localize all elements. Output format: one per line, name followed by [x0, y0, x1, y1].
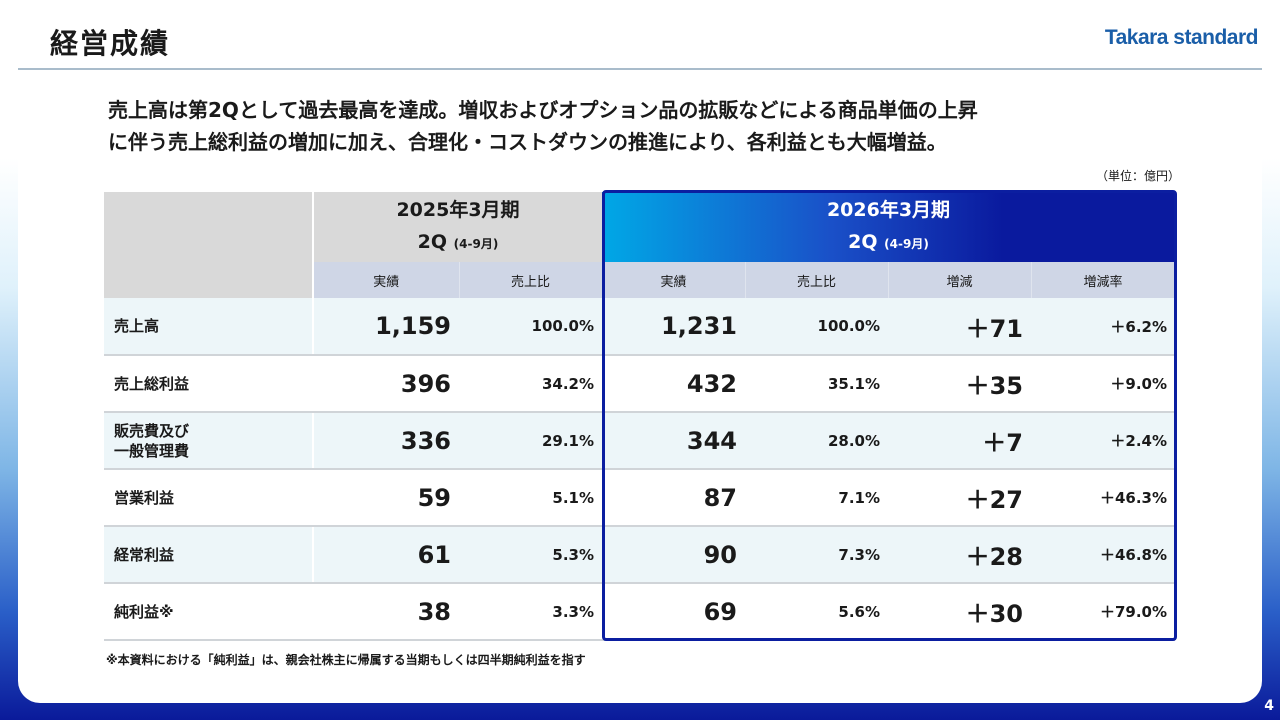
table-row: 営業利益 59 5.1% 87 7.1% ＋27 ＋46.3%: [104, 469, 1175, 527]
prev-actual: 396: [313, 355, 459, 413]
page-title: 経営成績: [50, 27, 171, 60]
prev-ratio: 100.0%: [459, 298, 602, 356]
prev-actual: 59: [313, 469, 459, 527]
table-row: 販売費及び 一般管理費 336 29.1% 344 28.0% ＋7 ＋2.4%: [104, 412, 1175, 470]
results-table: 2025年3月期 2Q (4-9月) 2026年3月期 2Q (4-9月) 実績…: [104, 192, 1176, 641]
change-rate: ＋46.8%: [1031, 526, 1175, 584]
summary-line: に伴う売上総利益の増加に加え、合理化・コストダウンの推進により、各利益とも大幅増…: [108, 130, 947, 154]
curr-actual: 87: [602, 469, 745, 527]
change-rate: ＋46.3%: [1031, 469, 1175, 527]
column-header: 増減率: [1031, 262, 1176, 298]
curr-ratio: 7.1%: [745, 469, 888, 527]
column-header: 実績: [313, 262, 460, 298]
column-header: 増減: [888, 262, 1032, 298]
prev-ratio: 34.2%: [459, 355, 602, 413]
table-row: 売上総利益 396 34.2% 432 35.1% ＋35 ＋9.0%: [104, 355, 1175, 413]
footnote: ※本資料における「純利益」は、親会社株主に帰属する当期もしくは四半期純利益を指す: [106, 653, 586, 667]
curr-range: (4-9月): [884, 237, 929, 251]
row-label: 経常利益: [104, 526, 314, 584]
prev-actual: 1,159: [313, 298, 459, 356]
row-label: 販売費及び 一般管理費: [104, 412, 314, 470]
curr-quarter: 2Q: [848, 231, 878, 253]
prev-range: (4-9月): [453, 237, 499, 251]
page-number: 4: [1264, 698, 1274, 714]
summary-text: 売上高は第2Qとして過去最高を達成。増収およびオプション品の拡販などによる商品単…: [108, 94, 1208, 158]
curr-ratio: 5.6%: [745, 583, 888, 641]
change: ＋35: [888, 355, 1031, 413]
row-label: 売上高: [104, 298, 314, 356]
row-label: 純利益※: [104, 583, 314, 641]
prev-period-header: 2025年3月期 2Q (4-9月): [313, 192, 602, 262]
change-rate: ＋2.4%: [1031, 412, 1175, 470]
company-logo: Takara standard: [1104, 26, 1259, 49]
change: ＋7: [888, 412, 1031, 470]
curr-ratio: 28.0%: [745, 412, 888, 470]
curr-actual: 90: [602, 526, 745, 584]
prev-quarter: 2Q: [417, 231, 448, 253]
column-header: 実績: [602, 262, 746, 298]
curr-ratio: 7.3%: [745, 526, 888, 584]
change-rate: ＋9.0%: [1031, 355, 1175, 413]
curr-actual: 69: [602, 583, 745, 641]
change: ＋27: [888, 469, 1031, 527]
prev-ratio: 3.3%: [459, 583, 602, 641]
change: ＋71: [888, 298, 1031, 356]
change-rate: ＋79.0%: [1031, 583, 1175, 641]
prev-ratio: 5.1%: [459, 469, 602, 527]
curr-period: 2026年3月期: [826, 199, 951, 221]
curr-actual: 344: [602, 412, 745, 470]
curr-ratio: 35.1%: [745, 355, 888, 413]
unit-label: （単位：億円）: [1095, 169, 1180, 183]
curr-actual: 1,231: [602, 298, 745, 356]
table-row: 純利益※ 38 3.3% 69 5.6% ＋30 ＋79.0%: [104, 583, 1175, 641]
title-divider: [18, 68, 1262, 70]
corner-cell: [104, 192, 314, 298]
column-header: 売上比: [745, 262, 889, 298]
change-rate: ＋6.2%: [1031, 298, 1175, 356]
prev-ratio: 29.1%: [459, 412, 602, 470]
prev-actual: 336: [313, 412, 459, 470]
table-row: 経常利益 61 5.3% 90 7.3% ＋28 ＋46.8%: [104, 526, 1175, 584]
row-label: 営業利益: [104, 469, 314, 527]
prev-ratio: 5.3%: [459, 526, 602, 584]
prev-actual: 38: [313, 583, 459, 641]
prev-actual: 61: [313, 526, 459, 584]
prev-period: 2025年3月期: [396, 199, 520, 221]
column-header: 売上比: [459, 262, 603, 298]
curr-period-header: 2026年3月期 2Q (4-9月): [602, 192, 1175, 262]
change: ＋30: [888, 583, 1031, 641]
change: ＋28: [888, 526, 1031, 584]
table-row: 売上高 1,159 100.0% 1,231 100.0% ＋71 ＋6.2%: [104, 298, 1175, 356]
row-label: 売上総利益: [104, 355, 314, 413]
curr-ratio: 100.0%: [745, 298, 888, 356]
curr-actual: 432: [602, 355, 745, 413]
summary-line: 売上高は第2Qとして過去最高を達成。増収およびオプション品の拡販などによる商品単…: [108, 98, 978, 122]
